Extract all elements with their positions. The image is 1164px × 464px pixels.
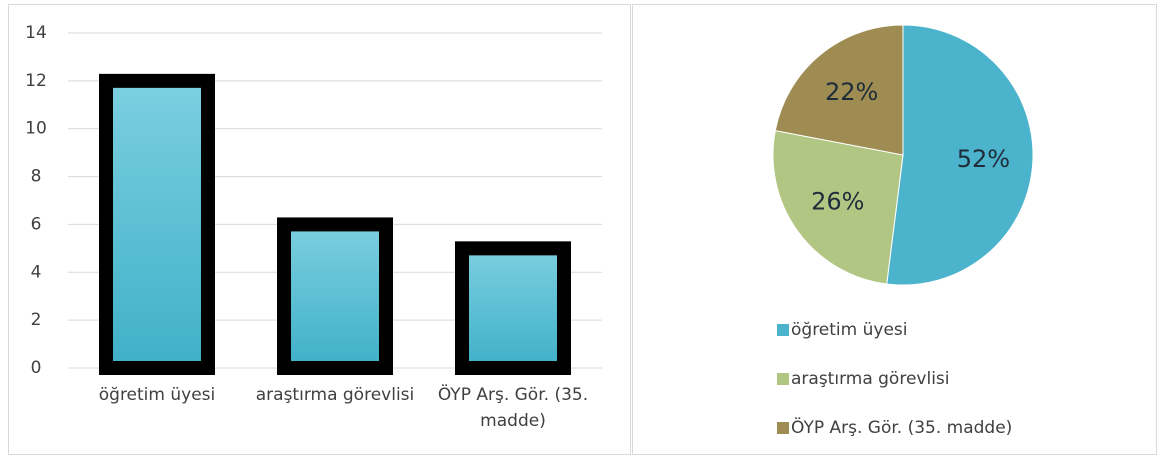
bar	[277, 217, 393, 375]
bar	[99, 73, 215, 375]
y-tick-label: 6	[31, 214, 42, 234]
data-label: 52%	[957, 145, 1010, 173]
pie-slice	[774, 24, 904, 156]
y-tick-label: 10	[25, 119, 47, 139]
pie-slice	[772, 130, 904, 285]
y-tick-label: 14	[25, 23, 47, 43]
y-tick-label: 12	[25, 71, 47, 91]
x-tick-label-box: araştırma görevlisi	[255, 385, 415, 405]
legend-swatch	[777, 373, 789, 385]
legend-label: öğretim üyesi	[791, 320, 908, 340]
legend-label: ÖYP Arş. Gör. (35. madde)	[791, 416, 1012, 438]
y-tick-label: 4	[31, 262, 42, 282]
x-tick-label-box: ÖYP Arş. Gör. (35. madde)	[437, 385, 589, 431]
x-tick-label: ÖYP Arş. Gör. (35. madde)	[437, 385, 589, 431]
data-label: 26%	[811, 187, 864, 215]
legend-swatch	[777, 422, 789, 434]
y-tick-label: 0	[31, 358, 42, 378]
x-tick-label: araştırma görevlisi	[255, 385, 415, 405]
legend-label: araştırma görevlisi	[791, 369, 950, 389]
x-tick-label: öğretim üyesi	[98, 385, 216, 405]
y-tick-label: 8	[31, 167, 42, 187]
y-tick-label: 2	[31, 310, 42, 330]
x-tick-label-box: öğretim üyesi	[98, 385, 216, 405]
bar	[455, 241, 571, 376]
legend-swatch	[777, 324, 789, 336]
pie-slice	[886, 24, 1034, 286]
data-label: 22%	[825, 78, 878, 106]
